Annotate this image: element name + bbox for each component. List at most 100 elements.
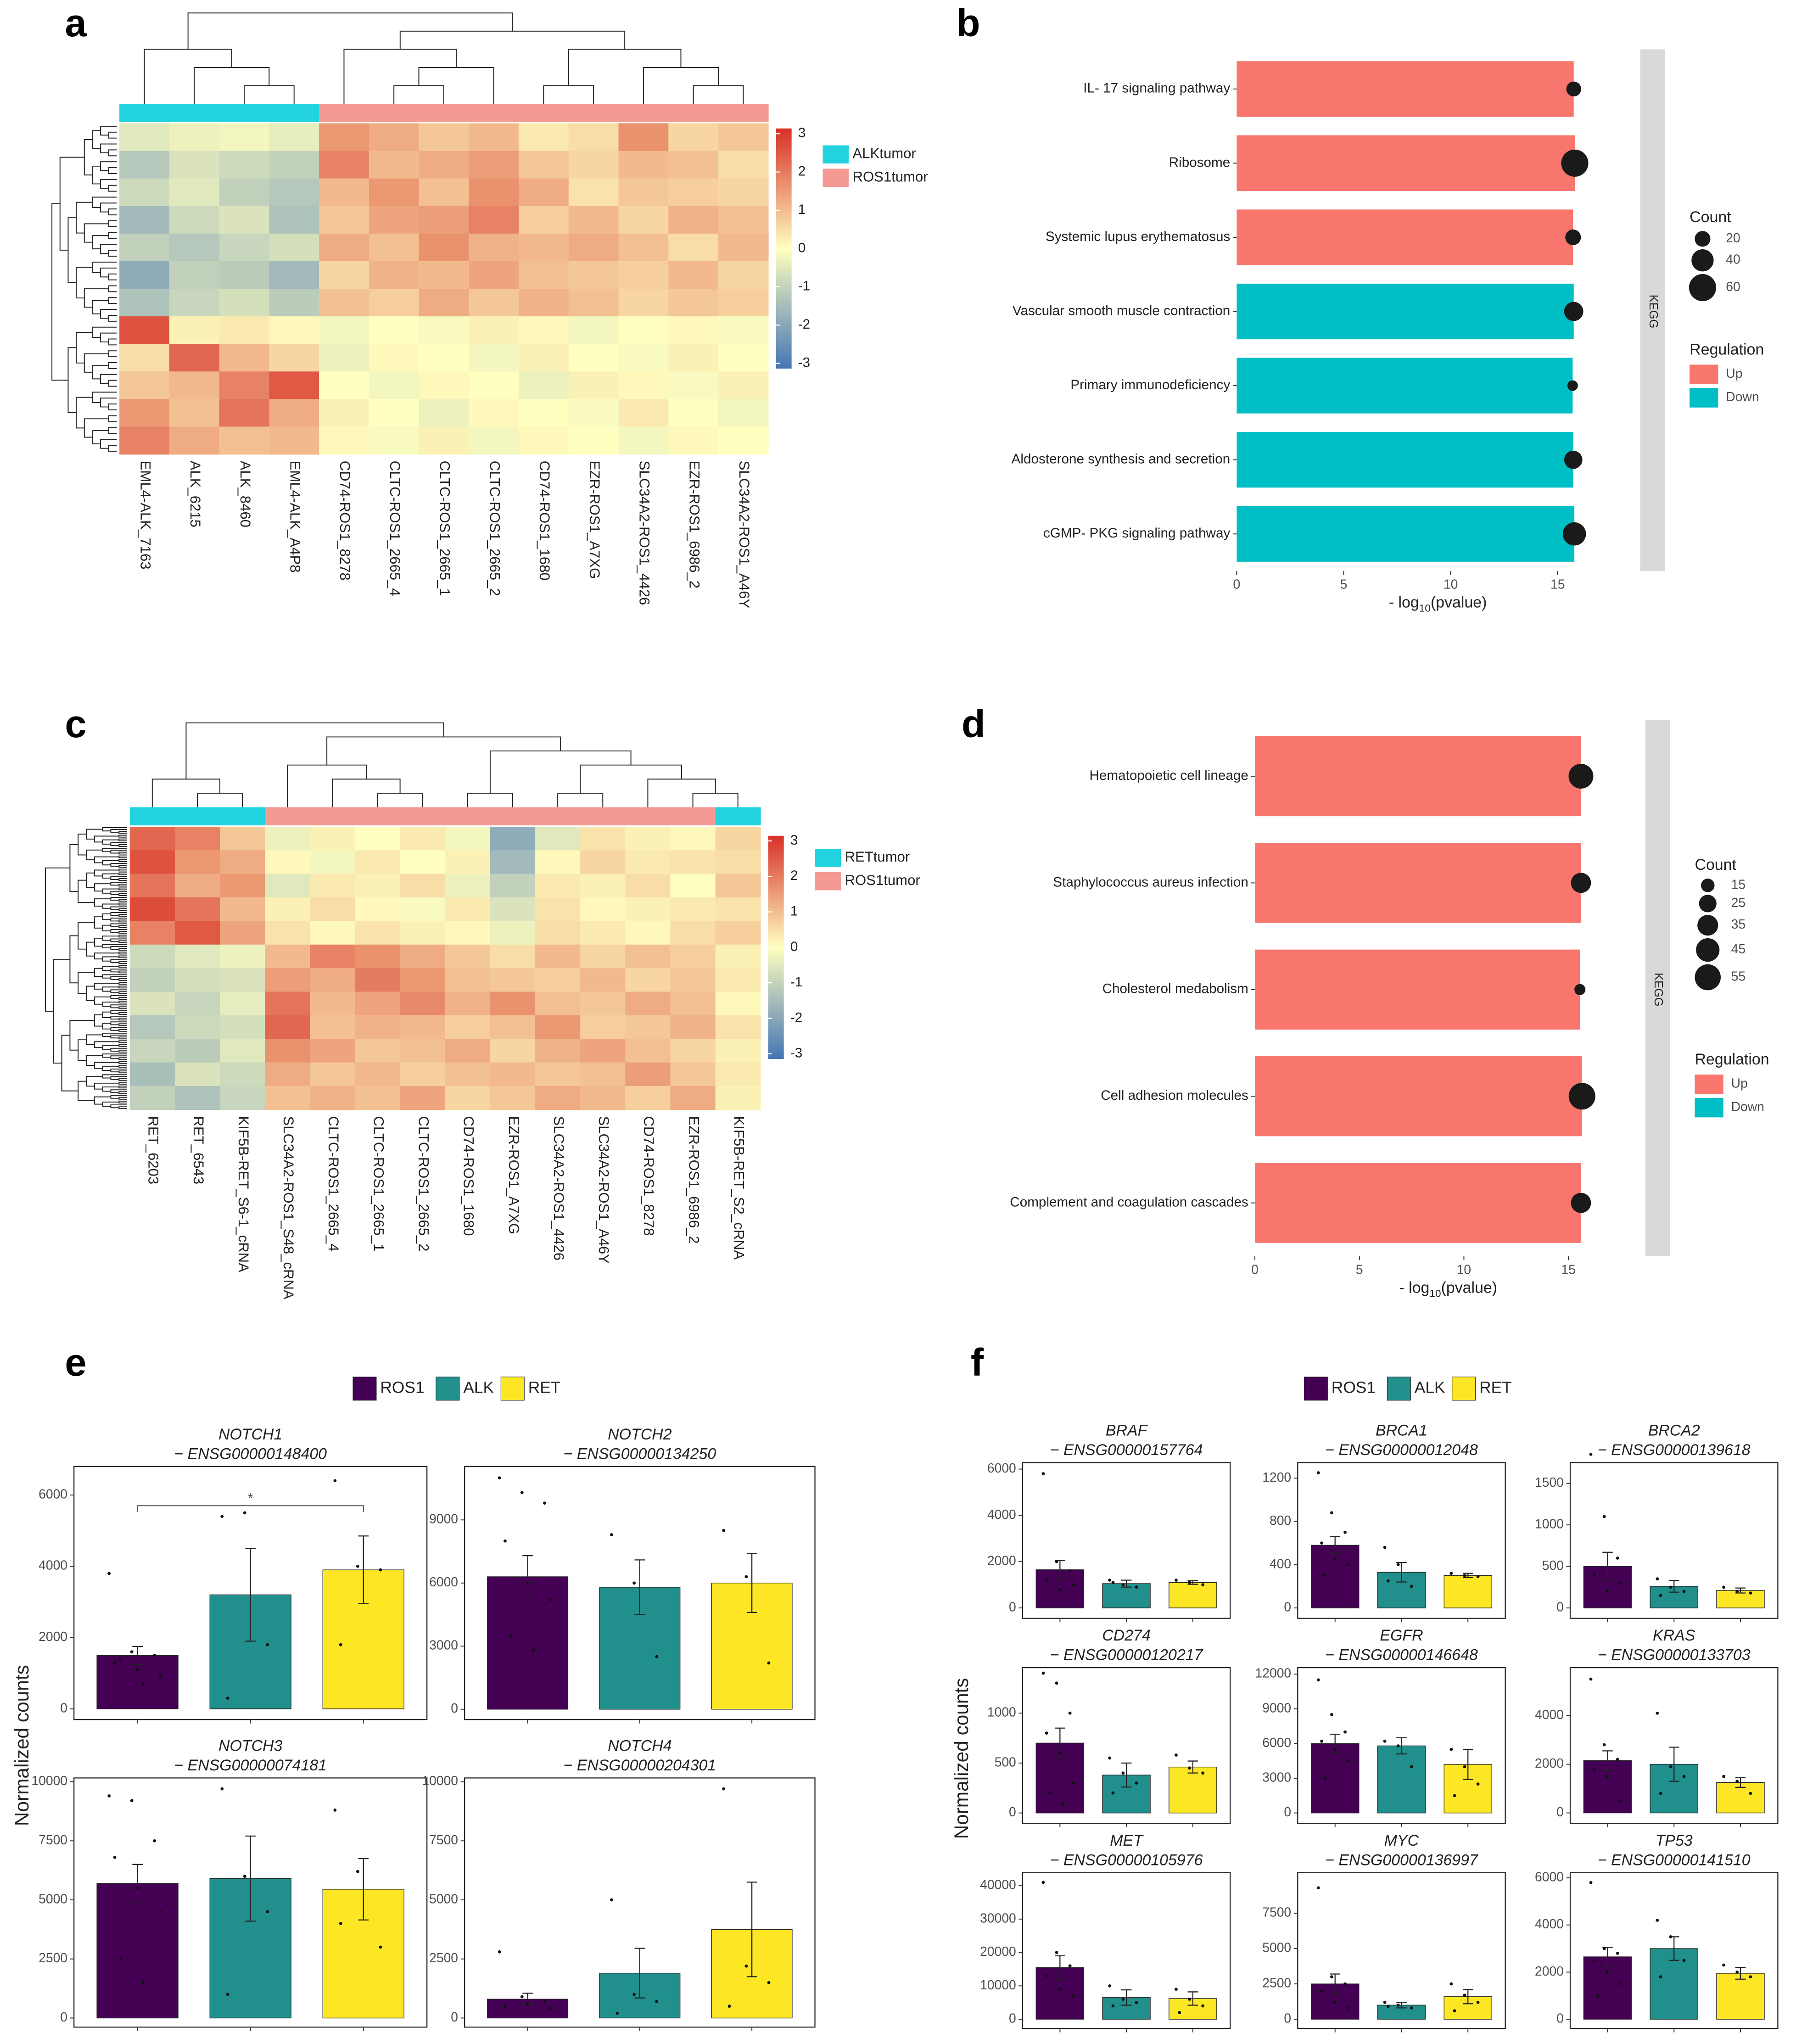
panel-letter: b (957, 1, 980, 45)
y-tick-label: 0 (451, 1701, 458, 1715)
legend-key (815, 872, 841, 890)
heatmap-cell (129, 897, 175, 922)
data-point (1596, 1994, 1600, 1998)
heatmap-cell (445, 991, 491, 1016)
data-point (136, 1668, 139, 1671)
column-label: SLC34A2-ROS1_S48_cRNA (280, 1116, 297, 1299)
data-point (1045, 1731, 1048, 1735)
panel-id: − ENSG00000148400 (174, 1445, 327, 1462)
heatmap-cell (580, 826, 626, 851)
legend-label: Up (1726, 366, 1742, 381)
heatmap-cell (169, 371, 220, 400)
heatmap-cell (355, 850, 401, 874)
significance-label: * (248, 1491, 253, 1506)
data-point (153, 1839, 157, 1842)
heatmap-cell (119, 344, 170, 372)
bar (1236, 506, 1575, 562)
heatmap-cell (419, 289, 470, 317)
heatmap-cell (668, 261, 719, 289)
data-point (1041, 1881, 1045, 1884)
error-bar (1187, 1991, 1198, 2006)
heatmap-cell (219, 371, 270, 400)
heatmap-cell (400, 968, 446, 992)
y-tick-label: 0 (1284, 1804, 1291, 1819)
heatmap-cell (618, 233, 669, 262)
heatmap-cell (419, 261, 470, 289)
count-dot (1564, 302, 1583, 321)
heatmap-cell (580, 991, 626, 1016)
category-label: Vascular smooth muscle contraction (1013, 303, 1230, 318)
heatmap-cell (319, 371, 369, 400)
data-point (226, 1993, 229, 1996)
data-point (130, 1799, 134, 1803)
data-point (1749, 1975, 1752, 1979)
legend-key (815, 849, 841, 867)
heatmap-cell (174, 968, 220, 992)
legend-label: 25 (1731, 895, 1746, 910)
heatmap-cell (169, 399, 220, 427)
heatmap-cell (519, 399, 569, 427)
data-point (333, 1809, 337, 1812)
heatmap-cell (355, 897, 401, 922)
data-point (1072, 1781, 1075, 1785)
data-point (1323, 1776, 1327, 1780)
facet-label: KEGG (1652, 973, 1665, 1007)
heatmap-cell (219, 399, 270, 427)
y-tick-label: 6000 (39, 1486, 67, 1501)
error-bar (634, 1948, 645, 1999)
heatmap-cell (169, 233, 220, 262)
data-point (1383, 1740, 1387, 1743)
column-annotation (169, 104, 220, 122)
heatmap-cell (670, 826, 716, 851)
data-point (520, 1995, 524, 1999)
heatmap-cell (174, 1062, 220, 1086)
x-tick-label: 0 (1233, 577, 1241, 592)
y-tick-label: 0 (60, 2010, 67, 2024)
heatmap-cell (169, 261, 220, 289)
legend-key (352, 1377, 377, 1401)
heatmap-cell (355, 1086, 401, 1110)
x-tick-label: 15 (1550, 577, 1565, 592)
data-point (1041, 1671, 1045, 1675)
heatmap-cell (400, 850, 446, 874)
bar (1102, 1583, 1151, 1608)
legend-key (1695, 1075, 1723, 1094)
legend-label: ALK (463, 1379, 494, 1397)
data-point (1330, 1713, 1333, 1716)
y-tick-label: 800 (1270, 1513, 1291, 1528)
data-point (767, 1981, 771, 1984)
heatmap-cell (445, 1039, 491, 1063)
y-tick-label: 7500 (39, 1832, 67, 1847)
legend-key (822, 168, 849, 187)
heatmap-cell (445, 1086, 491, 1110)
heatmap-cell (129, 968, 175, 992)
legend-label: ROS1tumor (853, 169, 928, 185)
heatmap-cell (625, 897, 671, 922)
heatmap-cell (718, 289, 769, 317)
heatmap-cell (400, 921, 446, 945)
data-point (1619, 1982, 1623, 1986)
x-axis-title-part: 10 (1429, 1288, 1441, 1299)
data-point (1449, 1747, 1453, 1751)
heatmap-cell (119, 261, 170, 289)
legend-dot (1699, 895, 1717, 913)
dendrogram-link (557, 792, 604, 807)
count-dot (1567, 380, 1578, 391)
column-label: EZR-ROS1_A7XG (506, 1116, 522, 1234)
data-point (498, 1950, 501, 1954)
data-point (107, 1572, 111, 1575)
heatmap-cell (129, 1062, 175, 1086)
category-label: IL- 17 signaling pathway (1083, 81, 1230, 96)
data-point (1606, 1775, 1609, 1778)
y-tick-label: 20000 (980, 1944, 1016, 1959)
data-point (1589, 1677, 1593, 1681)
panel-gene: CD274 (1102, 1627, 1151, 1644)
data-point (1735, 1780, 1739, 1783)
data-point (1476, 2000, 1480, 2004)
y-tick-label: 2500 (1262, 1976, 1291, 1990)
data-point (1045, 1974, 1048, 1977)
error-bar (245, 1835, 256, 1922)
heatmap-cell (319, 289, 369, 317)
facet-strip (1645, 720, 1670, 1256)
heatmap-cell (119, 178, 170, 207)
